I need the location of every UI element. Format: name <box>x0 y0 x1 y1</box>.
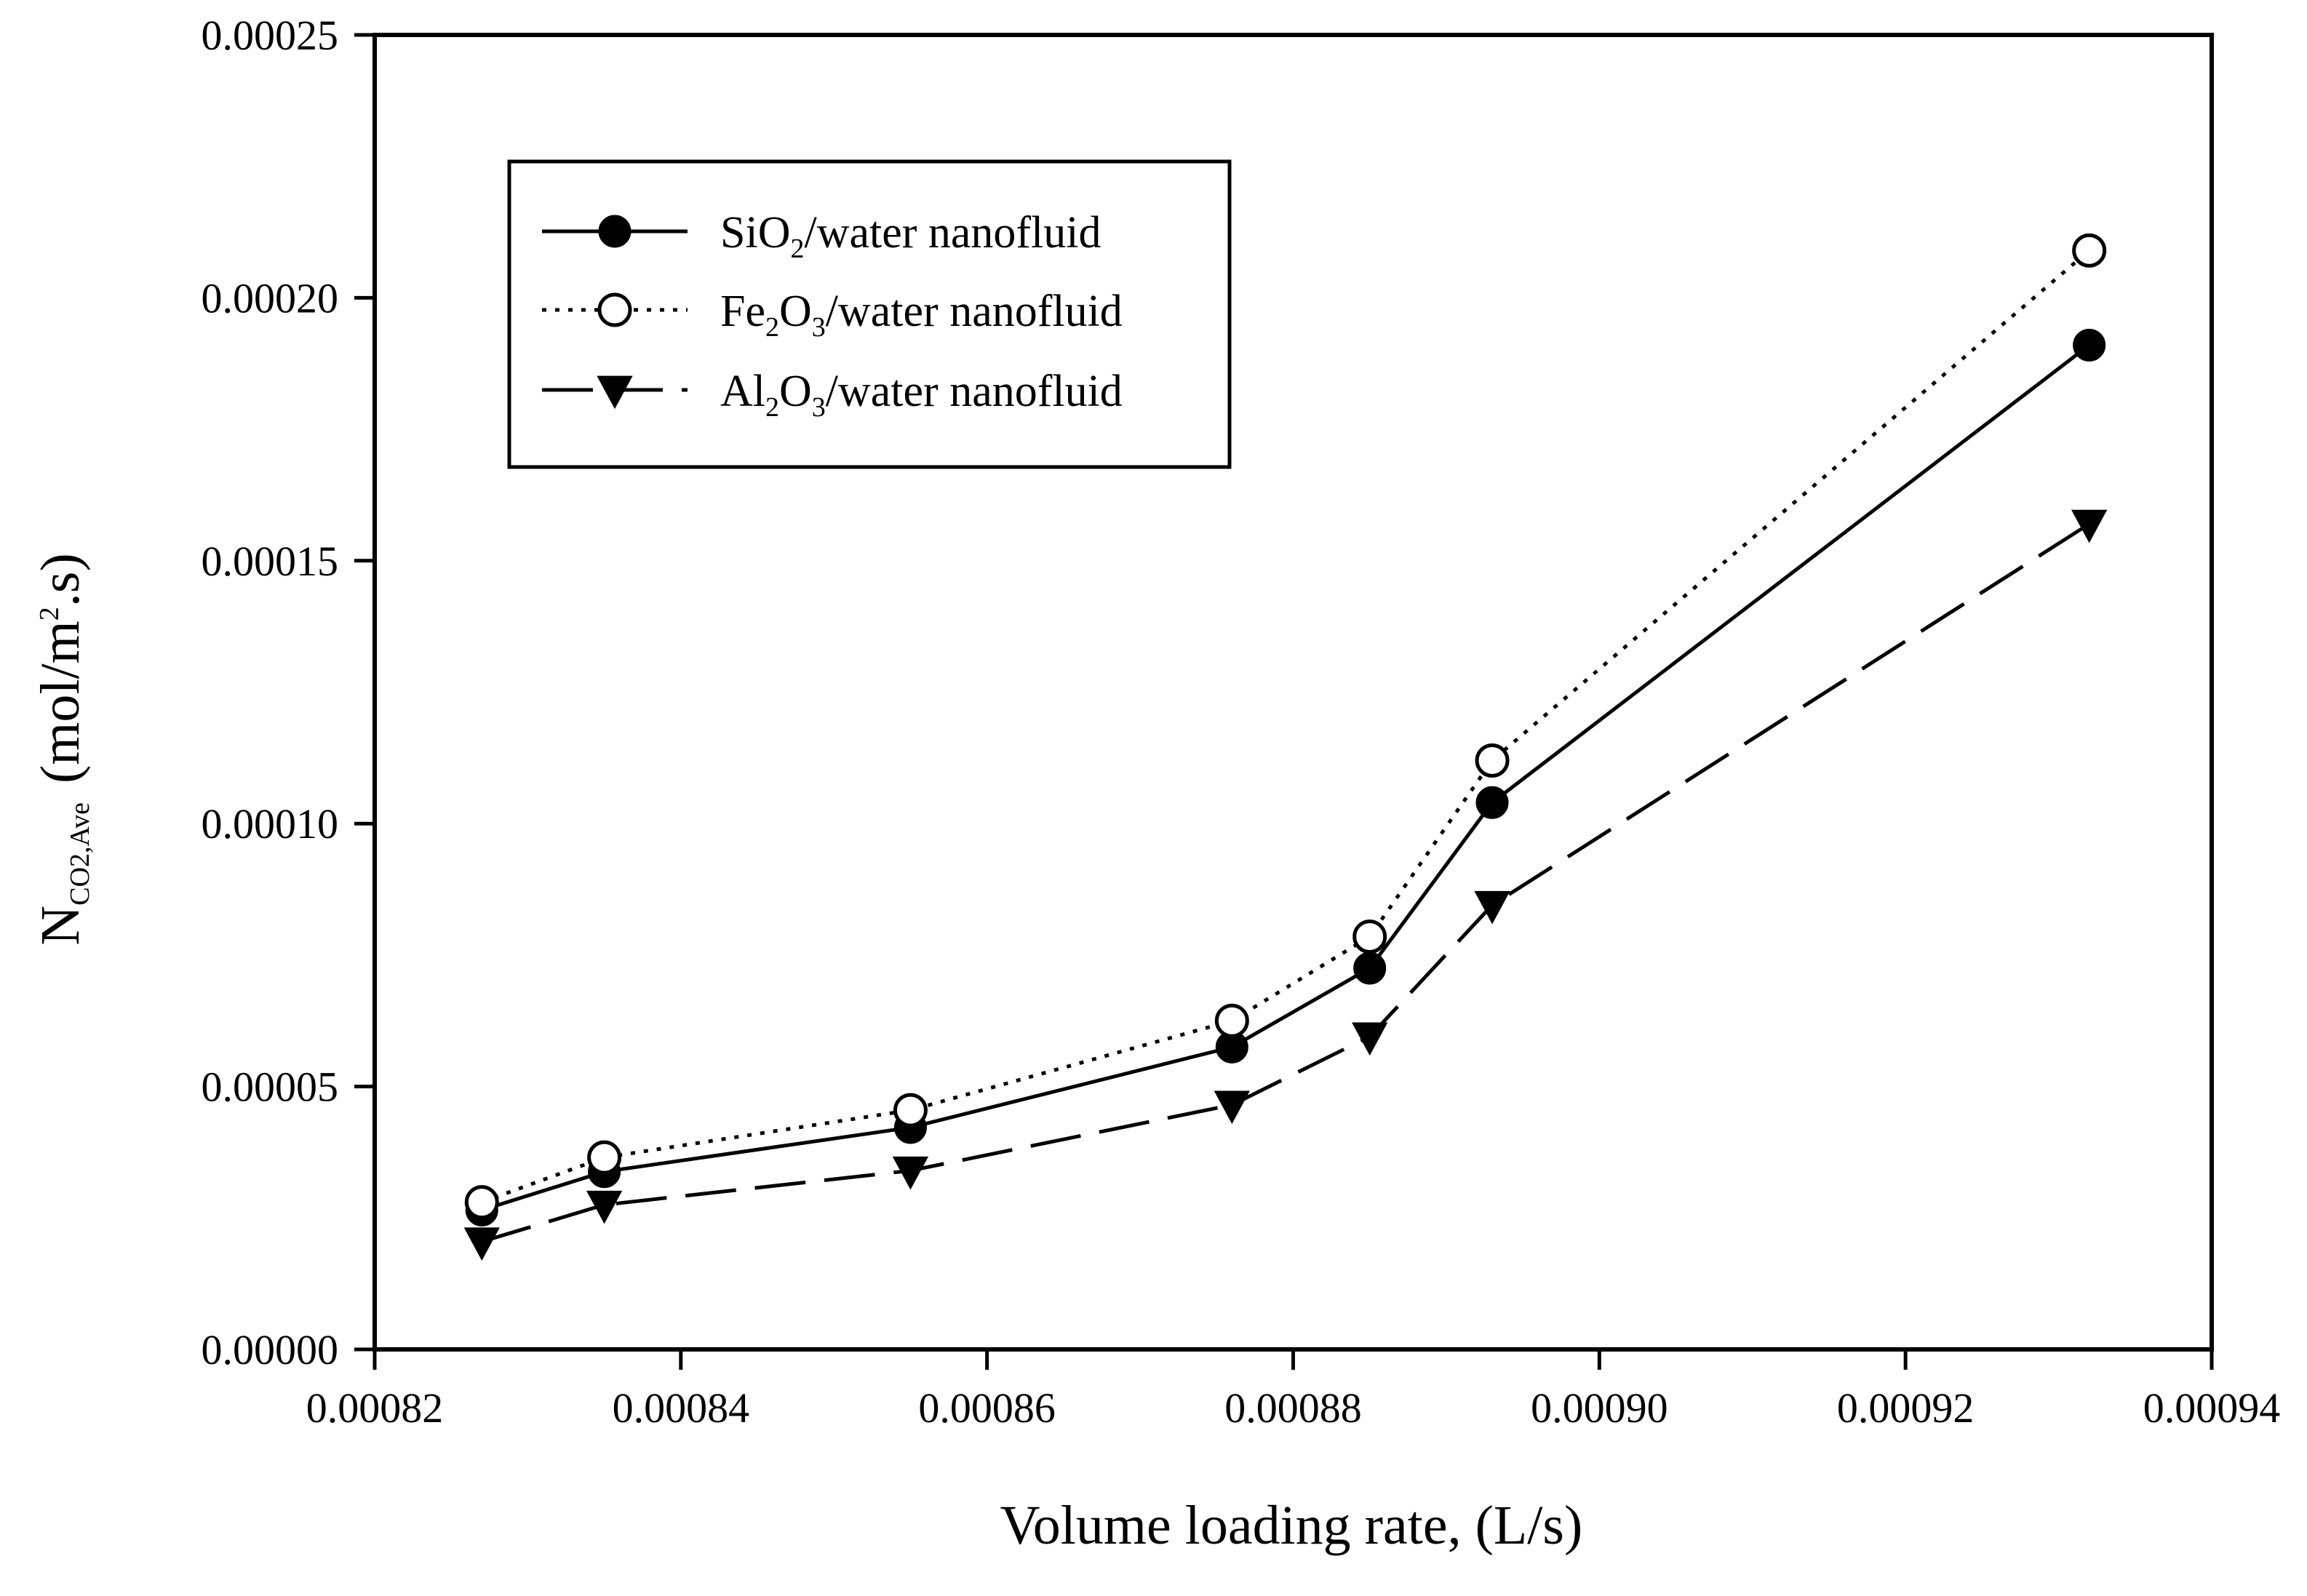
y-axis: 0.00000 0.00005 0.00010 0.00015 0.00020 0.000… <box>202 12 375 1373</box>
y-axis-title-unit: (mol/m <box>30 621 91 783</box>
data-point <box>893 1093 928 1128</box>
legend-entry-label: Fe2O3/water nanofluid <box>720 287 1123 343</box>
series-line <box>481 522 2091 1244</box>
x-tick-label: 0.00084 <box>613 1384 750 1432</box>
y-axis-title: NCO2,Ave (mol/m2.s) <box>30 553 95 945</box>
x-tick-label: 0.00088 <box>1224 1384 1362 1432</box>
legend: SiO2/water nanofluid Fe2O3/water nanoflui… <box>507 159 1232 469</box>
x-axis: 0.00082 0.00084 0.00086 0.00088 0.00090 0.000… <box>306 1349 2281 1432</box>
x-tick-label: 0.00086 <box>918 1384 1056 1432</box>
data-point <box>463 1227 500 1261</box>
data-point <box>587 1140 622 1175</box>
y-tick-label: 0.00000 <box>202 1326 339 1373</box>
data-point <box>1353 951 1387 985</box>
data-point <box>2072 233 2107 268</box>
data-point <box>1352 1022 1388 1056</box>
series-layer <box>463 233 2108 1261</box>
series-2 <box>463 509 2108 1261</box>
legend-marker <box>597 292 632 327</box>
data-point <box>1214 1003 1249 1038</box>
series-line <box>481 343 2091 1212</box>
x-tick-label: 0.00082 <box>306 1384 444 1432</box>
legend-entry-label: Al2O3/water nanofluid <box>720 367 1123 423</box>
data-point <box>1474 890 1510 925</box>
x-axis-title: Volume loading rate, (L/s) <box>1000 1495 1583 1556</box>
series-1 <box>464 233 2107 1220</box>
data-point <box>1214 1090 1251 1125</box>
x-tick-label: 0.00092 <box>1837 1384 1975 1432</box>
legend-marker <box>598 215 631 248</box>
legend-entry-label: SiO2/water nanofluid <box>720 208 1101 264</box>
y-tick-label: 0.00015 <box>202 538 339 585</box>
data-point <box>1475 786 1509 819</box>
data-point <box>2073 328 2106 362</box>
data-point <box>1475 743 1510 778</box>
y-axis-title-unit-sup: 2 <box>34 607 65 621</box>
x-tick-label: 0.00094 <box>2143 1384 2281 1432</box>
legend-marker <box>597 375 633 410</box>
y-tick-label: 0.00005 <box>202 1064 339 1111</box>
y-tick-label: 0.00020 <box>202 274 339 322</box>
y-axis-title-main: N <box>30 906 91 946</box>
data-point <box>2071 509 2108 543</box>
data-point <box>464 1185 499 1220</box>
y-axis-title-unit-end: .s) <box>30 553 91 607</box>
data-point <box>586 1190 623 1224</box>
y-tick-label: 0.00025 <box>202 12 339 59</box>
y-axis-title-subscript: CO2,Ave <box>65 802 95 906</box>
x-tick-label: 0.00090 <box>1531 1384 1668 1432</box>
data-point <box>1352 919 1387 954</box>
y-tick-label: 0.00010 <box>202 800 339 847</box>
data-point <box>892 1156 929 1190</box>
